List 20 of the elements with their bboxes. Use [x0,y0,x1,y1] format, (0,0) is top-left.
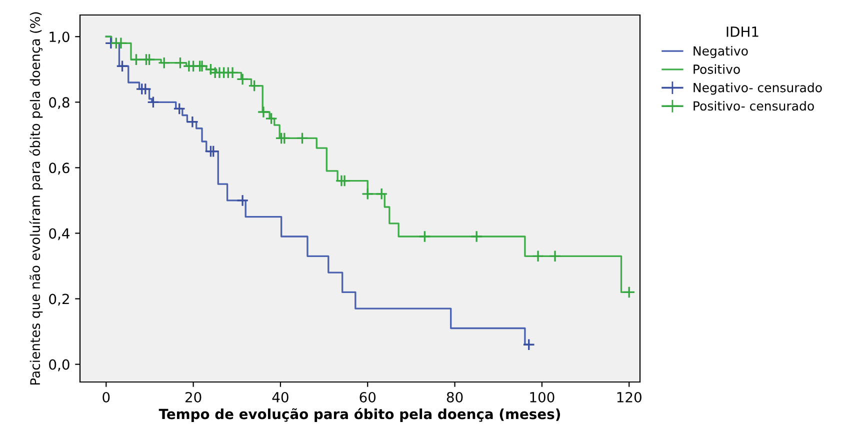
y-tick-label: 0,2 [49,294,69,306]
x-tick-label: 60 [360,392,376,402]
y-tick-label: 0,0 [49,359,70,372]
x-tick-label: 120 [617,392,642,402]
y-tick-label: 1,0 [50,32,70,44]
x-axis-title: Tempo de evolução para óbito pela doença (meses) [158,408,560,422]
x-tick-label: 80 [446,392,463,402]
y-axis-title: Pacientes que não evoluíram para óbito pela doença (%) [29,12,43,385]
y-tick-label: 0,6 [49,162,70,175]
x-tick-label: 40 [272,392,288,402]
legend-label: Positivo- censurado [694,100,814,111]
legend-label: Negativo [694,46,748,58]
legend-title: IDH1 [726,26,758,37]
legend-label: Positivo [694,64,740,74]
x-tick-label: 0 [102,392,110,402]
x-tick-label: 100 [530,392,554,402]
y-tick-label: 0,8 [49,97,70,110]
y-tick-label: 0,4 [49,228,70,240]
x-tick-label: 20 [185,392,202,402]
legend-label: Negativo- censurado [694,82,822,95]
